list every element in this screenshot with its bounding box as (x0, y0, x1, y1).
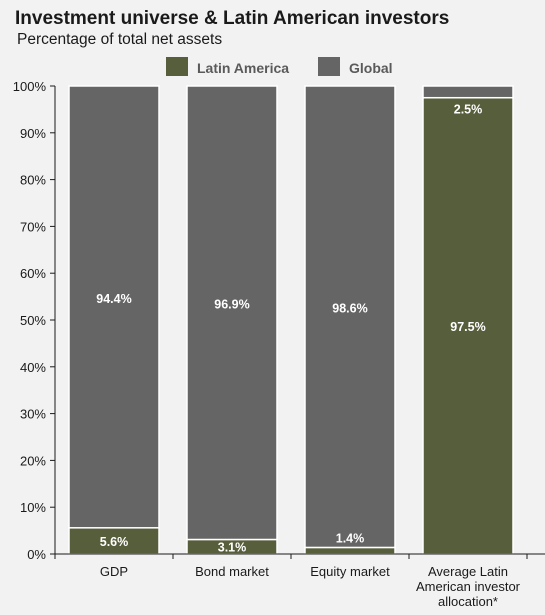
x-tick-label-3-line-0: Average Latin (428, 564, 508, 579)
y-tick-label-8: 80% (20, 173, 46, 188)
chart-title: Investment universe & Latin American inv… (15, 8, 450, 29)
y-tick-label-1: 10% (20, 500, 46, 515)
y-tick-label-7: 70% (20, 219, 46, 234)
data-label-latin-america-0: 5.6% (100, 535, 129, 549)
data-label-latin-america-3: 97.5% (450, 320, 485, 334)
x-tick-label-0-line-0: GDP (100, 564, 128, 579)
y-tick-label-2: 20% (20, 453, 46, 468)
y-tick-label-4: 40% (20, 360, 46, 375)
bar-latin-america-0 (68, 527, 160, 555)
data-label-global-3: 2.5% (454, 103, 483, 117)
x-tick-label-3-line-1: American investor (416, 579, 521, 594)
x-tick-label-1-line-0: Bond market (195, 564, 269, 579)
bar-global-3 (422, 85, 514, 99)
legend-label-0: Latin America (197, 60, 289, 76)
y-tick-label-6: 60% (20, 266, 46, 281)
y-tick-label-0: 0% (27, 547, 46, 562)
legend-swatch-0 (166, 57, 188, 76)
bar-latin-america-2 (304, 546, 396, 555)
x-tick-label-3-line-2: allocation* (438, 594, 498, 609)
y-tick-label-5: 50% (20, 313, 46, 328)
y-tick-label-10: 100% (13, 79, 47, 94)
bar-global-1 (186, 85, 278, 541)
bar-latin-america-3 (422, 96, 514, 555)
legend-label-1: Global (349, 60, 393, 76)
legend-swatch-1 (318, 57, 340, 76)
bar-global-2 (304, 85, 396, 549)
data-label-latin-america-2: 1.4% (336, 531, 365, 545)
data-label-global-2: 98.6% (332, 302, 367, 316)
y-tick-label-9: 90% (20, 126, 46, 141)
data-label-global-0: 94.4% (96, 292, 131, 306)
x-tick-label-2-line-0: Equity market (310, 564, 390, 579)
chart-subtitle: Percentage of total net assets (17, 31, 223, 48)
y-tick-label-3: 30% (20, 407, 46, 422)
data-label-global-1: 96.9% (214, 298, 249, 312)
data-label-latin-america-1: 3.1% (218, 541, 247, 555)
bar-global-0 (68, 85, 160, 529)
